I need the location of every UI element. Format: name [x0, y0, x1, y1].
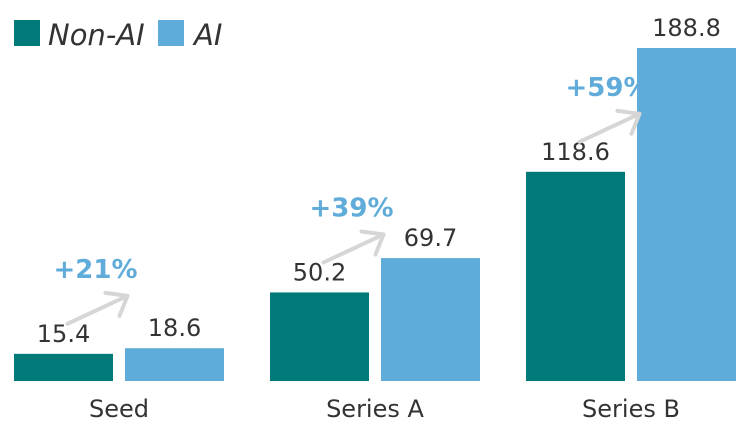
- legend-label-non-ai: Non-AI: [48, 18, 145, 52]
- arrow-shaft-series-b: [577, 111, 642, 144]
- bar-group-series-a: 50.2 69.7 Series A +39%: [270, 193, 480, 423]
- arrow-head-series-b: [615, 108, 642, 136]
- bar-group-series-b: 118.6 188.8 Series B +59%: [526, 14, 736, 423]
- arrow-shaft-seed: [65, 293, 130, 326]
- bar-non-ai-series-a: [270, 292, 369, 381]
- bar-non-ai-series-b: [526, 171, 625, 381]
- legend-swatch-non-ai: [14, 20, 40, 46]
- growth-label-series-b: +59%: [565, 73, 649, 103]
- growth-label-seed: +21%: [53, 255, 137, 285]
- growth-label-series-a: +39%: [309, 193, 393, 223]
- bar-ai-series-a: [381, 258, 480, 381]
- value-label-ai-series-b: 188.8: [652, 14, 721, 42]
- value-label-ai-seed: 18.6: [148, 314, 201, 342]
- category-label-seed: Seed: [89, 395, 149, 423]
- arrow-head-seed: [103, 290, 130, 318]
- bar-non-ai-seed: [14, 353, 113, 381]
- legend-swatch-ai: [158, 20, 184, 46]
- bar-ai-seed: [125, 348, 224, 381]
- category-label-series-b: Series B: [582, 395, 680, 423]
- value-label-ai-series-a: 69.7: [404, 224, 457, 252]
- legend-item-ai: AI: [158, 18, 222, 52]
- bars-layer: 15.4 18.6 Seed +21% 50.2 69.7 Series A +39% 118.…: [14, 14, 736, 423]
- arrow-head-series-a: [359, 229, 386, 257]
- category-label-series-a: Series A: [326, 395, 424, 423]
- bar-group-seed: 15.4 18.6 Seed +21%: [14, 255, 224, 423]
- legend: Non-AI AI: [14, 18, 222, 52]
- legend-label-ai: AI: [192, 18, 222, 52]
- arrow-shaft-series-a: [321, 232, 386, 265]
- bar-ai-series-b: [637, 48, 736, 381]
- value-label-non-ai-seed: 15.4: [37, 320, 90, 348]
- value-label-non-ai-series-a: 50.2: [293, 258, 346, 286]
- value-label-non-ai-series-b: 118.6: [541, 138, 610, 166]
- legend-item-non-ai: Non-AI: [14, 18, 145, 52]
